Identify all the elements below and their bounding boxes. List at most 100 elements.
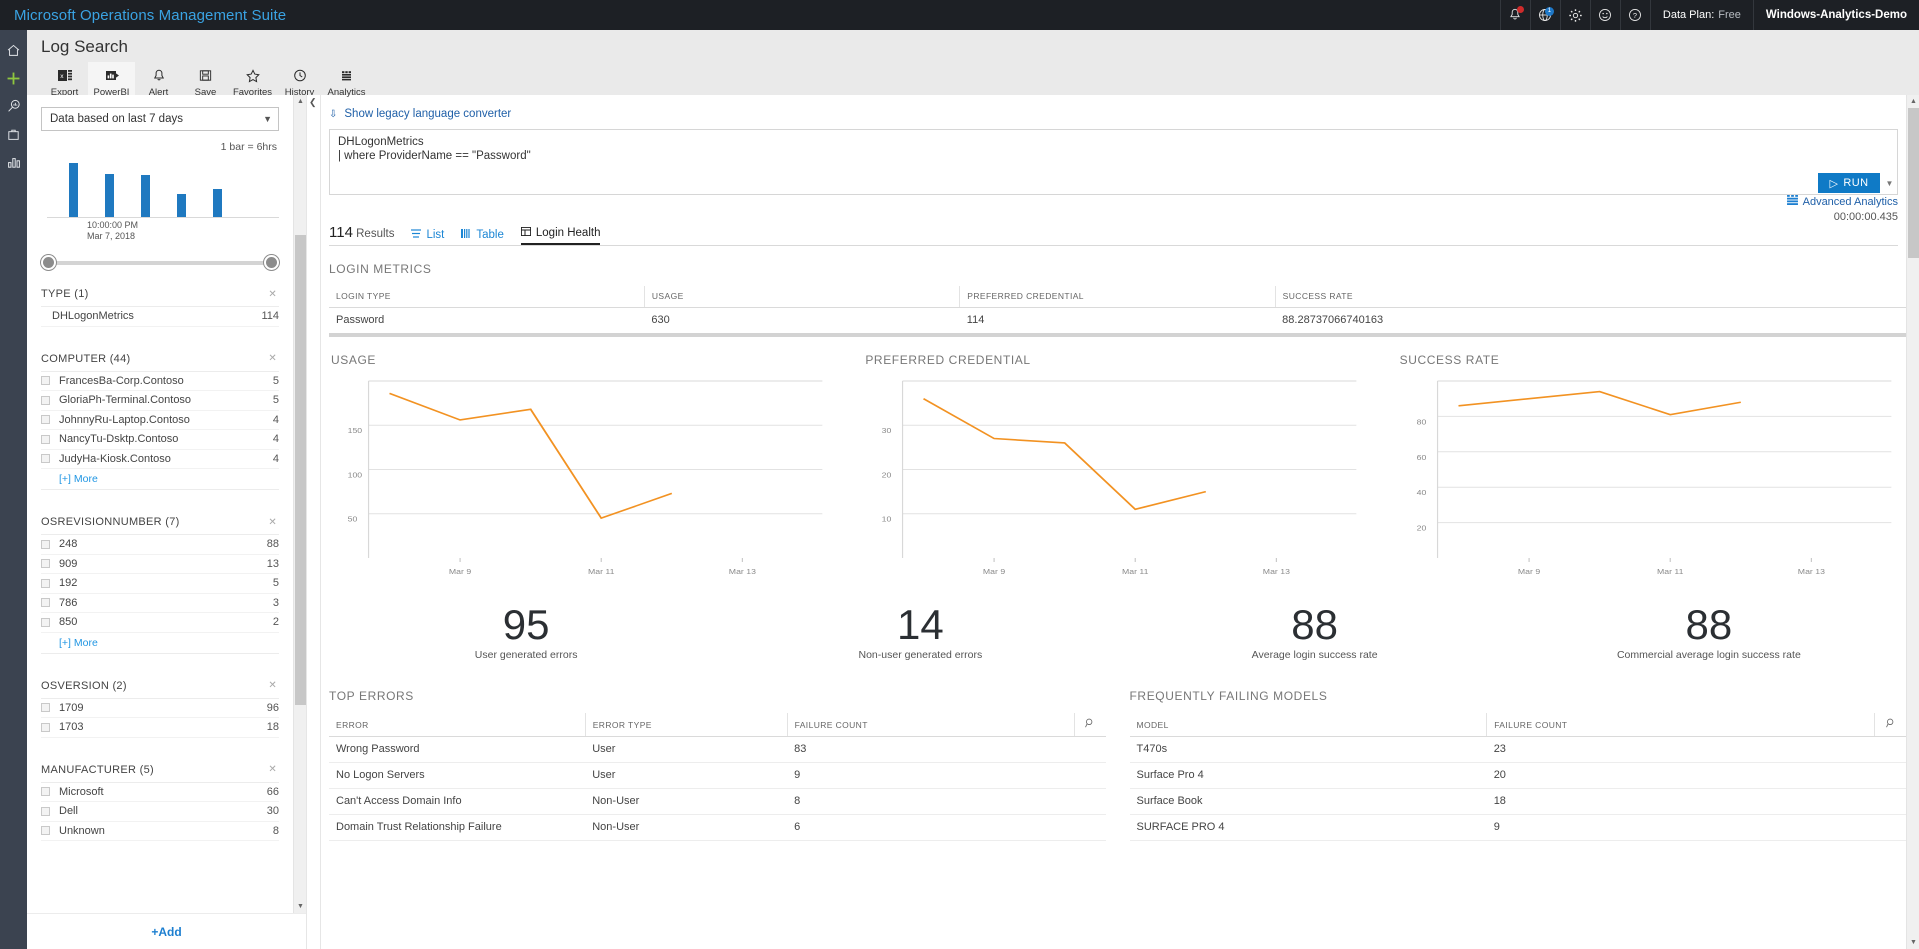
ribbon-analytics-button[interactable]: Analytics bbox=[323, 62, 370, 102]
filter-row[interactable]: 1709 96 bbox=[41, 699, 279, 718]
scrollbar-thumb[interactable] bbox=[1908, 108, 1919, 258]
tab-list[interactable]: List bbox=[411, 229, 444, 245]
table-row[interactable]: No Logon Servers User 9 bbox=[329, 762, 1106, 789]
advanced-analytics-link[interactable]: Advanced Analytics bbox=[1786, 195, 1898, 208]
ribbon-history-button[interactable]: History bbox=[276, 62, 323, 102]
gear-icon[interactable] bbox=[1559, 0, 1590, 30]
ribbon-export-button[interactable]: x Export bbox=[41, 62, 88, 102]
filter-checkbox[interactable] bbox=[41, 539, 50, 549]
run-options-caret[interactable]: ▼ bbox=[1885, 178, 1894, 188]
filter-checkbox[interactable] bbox=[41, 434, 50, 444]
filter-row[interactable]: 192 5 bbox=[41, 574, 279, 594]
filter-checkbox[interactable] bbox=[41, 703, 50, 713]
scrollbar-thumb[interactable] bbox=[295, 235, 306, 705]
filter-row[interactable]: Unknown 8 bbox=[41, 822, 279, 841]
filter-checkbox[interactable] bbox=[41, 395, 50, 405]
filter-checkbox[interactable] bbox=[41, 415, 50, 425]
login-metrics-header-row: LOGIN TYPE USAGE PREFERRED CREDENTIAL SUCCE… bbox=[329, 286, 1906, 308]
table-row[interactable]: T470s 23 bbox=[1129, 736, 1906, 763]
run-button[interactable]: ▷ RUN bbox=[1818, 173, 1880, 193]
filter-row[interactable]: 909 13 bbox=[41, 555, 279, 574]
filter-checkbox[interactable] bbox=[41, 578, 50, 588]
search-icon[interactable] bbox=[1874, 713, 1906, 737]
solutions-briefcase-icon[interactable] bbox=[0, 120, 27, 148]
filter-row[interactable]: GloriaPh-Terminal.Contoso 5 bbox=[41, 391, 279, 411]
table-row[interactable]: Password 630 114 88.28737066740163 bbox=[329, 307, 1906, 334]
legacy-converter-link[interactable]: ⇩ Show legacy language converter bbox=[321, 95, 1906, 120]
filter-row[interactable]: NancyTu-Dsktp.Contoso 4 bbox=[41, 430, 279, 450]
filter-checkbox[interactable] bbox=[41, 617, 50, 627]
table-row[interactable]: Wrong Password User 83 bbox=[329, 736, 1106, 763]
close-icon[interactable]: ✕ bbox=[268, 764, 277, 775]
log-search-icon[interactable] bbox=[0, 92, 27, 120]
table-row[interactable]: Surface Pro 4 20 bbox=[1129, 762, 1906, 789]
close-icon[interactable]: ✕ bbox=[268, 288, 277, 300]
smiley-feedback-icon[interactable] bbox=[1589, 0, 1620, 30]
filter-row[interactable]: JudyHa-Kiosk.Contoso 4 bbox=[41, 450, 279, 469]
search-icon[interactable] bbox=[1074, 713, 1106, 737]
filter-row[interactable]: 786 3 bbox=[41, 594, 279, 613]
ribbon-save-button[interactable]: Save bbox=[182, 62, 229, 102]
collapse-panel-strip[interactable]: ❮ bbox=[307, 95, 321, 949]
filter-row[interactable]: FrancesBa-Corp.Contoso 5 bbox=[41, 372, 279, 391]
filter-more-link[interactable]: [+] More bbox=[41, 633, 279, 654]
filter-row[interactable]: 850 2 bbox=[41, 613, 279, 633]
filter-checkbox[interactable] bbox=[41, 454, 50, 464]
tab-table[interactable]: Table bbox=[461, 229, 504, 245]
globe-icon[interactable]: 1 bbox=[1529, 0, 1560, 30]
filter-checkbox[interactable] bbox=[41, 722, 50, 732]
filter-checkbox[interactable] bbox=[41, 787, 50, 797]
chevron-left-icon[interactable]: ❮ bbox=[309, 97, 317, 107]
slider-knob-right[interactable] bbox=[264, 255, 279, 270]
scroll-down-icon[interactable]: ▼ bbox=[1910, 939, 1917, 946]
filter-more-link[interactable]: [+] More bbox=[41, 469, 279, 490]
time-range-dropdown[interactable]: Data based on last 7 days ▼ bbox=[41, 107, 279, 131]
ribbon-alert-button[interactable]: Alert bbox=[135, 62, 182, 102]
column-header: FAILURE COUNT bbox=[1486, 713, 1876, 737]
tab-login-health[interactable]: Login Health bbox=[520, 226, 601, 245]
table-row[interactable]: Can't Access Domain Info Non-User 8 bbox=[329, 788, 1106, 815]
filter-row[interactable]: Microsoft 66 bbox=[41, 783, 279, 802]
filter-checkbox[interactable] bbox=[41, 598, 50, 608]
query-editor[interactable]: DHLogonMetrics | where ProviderName == "… bbox=[329, 129, 1898, 195]
scroll-up-icon[interactable]: ▲ bbox=[297, 98, 304, 105]
time-range-slider[interactable] bbox=[41, 250, 279, 276]
filter-checkbox[interactable] bbox=[41, 559, 50, 569]
filter-row-label: 1709 bbox=[59, 701, 84, 714]
ribbon-favorites-button[interactable]: Favorites bbox=[229, 62, 276, 102]
filter-row[interactable]: DHLogonMetrics 114 bbox=[41, 307, 279, 327]
tab-login-health-label: Login Health bbox=[535, 227, 601, 239]
table-row[interactable]: Surface Book 18 bbox=[1129, 788, 1906, 815]
close-icon[interactable]: ✕ bbox=[268, 516, 277, 528]
filter-checkbox[interactable] bbox=[41, 376, 50, 386]
filter-row[interactable]: 248 88 bbox=[41, 535, 279, 555]
plus-icon[interactable] bbox=[0, 64, 27, 92]
add-filter-bar[interactable]: +Add bbox=[27, 913, 306, 949]
slider-knob-left[interactable] bbox=[41, 255, 56, 270]
main-scrollbar[interactable]: ▲ ▼ bbox=[1906, 95, 1919, 949]
filter-row-count: 3 bbox=[272, 596, 279, 609]
filter-row[interactable]: JohnnyRu-Laptop.Contoso 4 bbox=[41, 411, 279, 430]
filter-section: OSVERSION (2) ✕ 1709 96 1703 18 bbox=[41, 674, 279, 738]
notification-bell-icon[interactable] bbox=[1499, 0, 1530, 30]
table-row[interactable]: Domain Trust Relationship Failure Non-Use… bbox=[329, 814, 1106, 841]
workspace-name[interactable]: Windows-Analytics-Demo bbox=[1752, 0, 1919, 30]
filter-checkbox[interactable] bbox=[41, 826, 50, 836]
filter-row[interactable]: Dell 30 bbox=[41, 802, 279, 822]
filter-scrollbar[interactable]: ▲ ▼ bbox=[293, 95, 306, 913]
time-histogram[interactable] bbox=[41, 156, 279, 218]
close-icon[interactable]: ✕ bbox=[268, 353, 277, 364]
scroll-up-icon[interactable]: ▲ bbox=[1910, 98, 1917, 105]
scroll-down-icon[interactable]: ▼ bbox=[297, 903, 304, 910]
filter-checkbox[interactable] bbox=[41, 806, 50, 816]
home-icon[interactable] bbox=[0, 36, 27, 64]
usage-bars-icon[interactable] bbox=[0, 148, 27, 176]
chart-plot[interactable]: 50 100 150 Mar 9 Mar 11 Mar 13 bbox=[329, 373, 829, 588]
data-plan[interactable]: Data Plan: Free bbox=[1649, 0, 1753, 30]
chart-plot[interactable]: 20 40 60 80 Mar 9 Mar 11 Mar 13 bbox=[1398, 373, 1898, 588]
help-question-icon[interactable]: ? bbox=[1619, 0, 1650, 30]
chart-plot[interactable]: 10 20 30 Mar 9 Mar 11 Mar 13 bbox=[863, 373, 1363, 588]
filter-row[interactable]: 1703 18 bbox=[41, 718, 279, 738]
close-icon[interactable]: ✕ bbox=[268, 680, 277, 691]
